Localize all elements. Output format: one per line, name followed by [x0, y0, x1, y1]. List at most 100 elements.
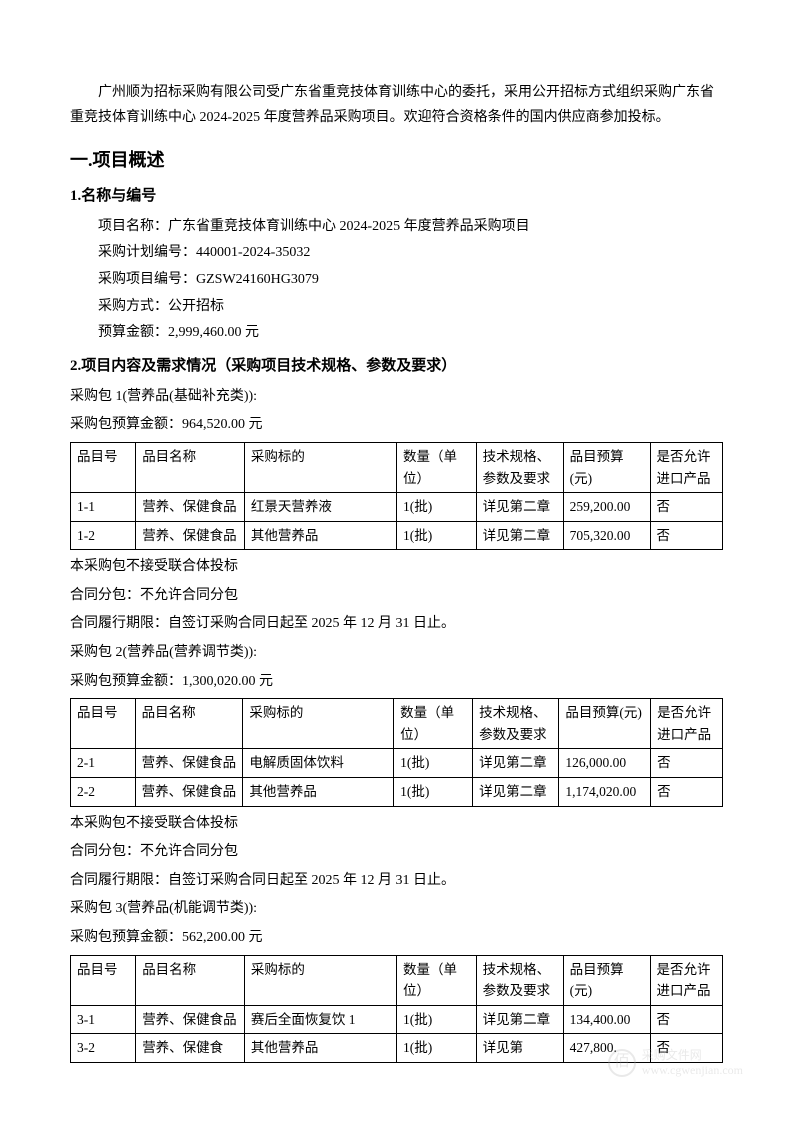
table-header-cell: 品目名称 — [136, 442, 245, 492]
table-cell: 3-2 — [71, 1034, 136, 1063]
plan-no-line: 采购计划编号：440001-2024-35032 — [70, 240, 723, 267]
project-no-label: 采购项目编号： — [98, 272, 196, 287]
packages-container: 采购包 1(营养品(基础补充类)):采购包预算金额：964,520.00 元品目… — [70, 384, 723, 1063]
table-cell: 否 — [651, 778, 723, 807]
table-cell: 其他营养品 — [243, 778, 394, 807]
table-cell: 259,200.00 — [563, 493, 650, 522]
table-cell: 否 — [650, 493, 722, 522]
table-cell: 其他营养品 — [244, 521, 396, 550]
sub-2-title: 2.项目内容及需求情况（采购项目技术规格、参数及要求） — [70, 353, 723, 380]
table-header-cell: 品目名称 — [135, 699, 243, 749]
package-title: 采购包 3(营养品(机能调节类)): — [70, 896, 723, 923]
project-name-label: 项目名称： — [98, 219, 168, 234]
table-header-cell: 采购标的 — [244, 442, 396, 492]
table-cell: 1(批) — [396, 521, 476, 550]
table-cell: 2-2 — [71, 778, 136, 807]
table-header-cell: 是否允许进口产品 — [651, 699, 723, 749]
budget-line: 预算金额：2,999,460.00 元 — [70, 320, 723, 347]
budget-value: 2,999,460.00 元 — [168, 325, 259, 340]
table-cell: 1-1 — [71, 493, 136, 522]
table-cell: 3-1 — [71, 1005, 136, 1034]
table-header-cell: 品目号 — [71, 955, 136, 1005]
table-cell: 营养、保健食 — [136, 1034, 245, 1063]
table-cell: 1(批) — [396, 1034, 476, 1063]
table-cell: 否 — [650, 521, 722, 550]
table-cell: 详见第二章 — [476, 1005, 563, 1034]
table-cell: 营养、保健食品 — [135, 778, 243, 807]
table-cell: 赛后全面恢复饮 1 — [244, 1005, 396, 1034]
table-header-cell: 技术规格、参数及要求 — [476, 442, 563, 492]
table-cell: 营养、保健食品 — [135, 749, 243, 778]
table-cell: 电解质固体饮料 — [243, 749, 394, 778]
project-no-value: GZSW24160HG3079 — [196, 272, 319, 287]
table-cell: 1(批) — [394, 749, 473, 778]
table-header-cell: 采购标的 — [243, 699, 394, 749]
table-cell: 1(批) — [396, 493, 476, 522]
table-header-cell: 是否允许进口产品 — [650, 442, 722, 492]
table-cell: 其他营养品 — [244, 1034, 396, 1063]
table-row: 3-1营养、保健食品赛后全面恢复饮 11(批)详见第二章134,400.00否 — [71, 1005, 723, 1034]
table-header-cell: 品目名称 — [136, 955, 245, 1005]
package-budget: 采购包预算金额：964,520.00 元 — [70, 412, 723, 439]
package-note: 本采购包不接受联合体投标 — [70, 811, 723, 838]
table-cell: 1(批) — [396, 1005, 476, 1034]
table-cell: 126,000.00 — [559, 749, 651, 778]
table-row: 1-1营养、保健食品红景天营养液1(批)详见第二章259,200.00否 — [71, 493, 723, 522]
package-note: 合同分包：不允许合同分包 — [70, 839, 723, 866]
table-header-cell: 品目预算(元) — [559, 699, 651, 749]
package-note: 本采购包不接受联合体投标 — [70, 554, 723, 581]
watermark-line1: 采购文件网 — [642, 1048, 743, 1062]
package-budget: 采购包预算金额：562,200.00 元 — [70, 925, 723, 952]
table-header-cell: 数量（单位） — [394, 699, 473, 749]
method-value: 公开招标 — [168, 299, 224, 314]
watermark-line2: www.cgwenjian.com — [642, 1063, 743, 1077]
table-header-row: 品目号品目名称采购标的数量（单位）技术规格、参数及要求品目预算(元)是否允许进口… — [71, 955, 723, 1005]
table-header-cell: 是否允许进口产品 — [650, 955, 722, 1005]
package-title: 采购包 2(营养品(营养调节类)): — [70, 640, 723, 667]
watermark-icon: 佰 — [608, 1049, 636, 1077]
project-no-line: 采购项目编号：GZSW24160HG3079 — [70, 267, 723, 294]
package-table: 品目号品目名称采购标的数量（单位）技术规格、参数及要求品目预算(元)是否允许进口… — [70, 698, 723, 806]
table-cell: 705,320.00 — [563, 521, 650, 550]
package-table: 品目号品目名称采购标的数量（单位）技术规格、参数及要求品目预算(元)是否允许进口… — [70, 442, 723, 550]
table-cell: 1,174,020.00 — [559, 778, 651, 807]
intro-paragraph: 广州顺为招标采购有限公司受广东省重竞技体育训练中心的委托，采用公开招标方式组织采… — [70, 80, 723, 130]
package-budget: 采购包预算金额：1,300,020.00 元 — [70, 669, 723, 696]
table-cell: 营养、保健食品 — [136, 1005, 245, 1034]
table-cell: 否 — [651, 749, 723, 778]
watermark-text: 采购文件网 www.cgwenjian.com — [642, 1048, 743, 1077]
table-cell: 营养、保健食品 — [136, 493, 245, 522]
package-note: 合同履行期限：自签订采购合同日起至 2025 年 12 月 31 日止。 — [70, 868, 723, 895]
table-header-cell: 品目预算(元) — [563, 955, 650, 1005]
table-header-cell: 品目预算(元) — [563, 442, 650, 492]
table-cell: 1(批) — [394, 778, 473, 807]
sub-1-title: 1.名称与编号 — [70, 183, 723, 210]
table-cell: 详见第二章 — [473, 749, 559, 778]
table-cell: 红景天营养液 — [244, 493, 396, 522]
table-header-row: 品目号品目名称采购标的数量（单位）技术规格、参数及要求品目预算(元)是否允许进口… — [71, 699, 723, 749]
table-header-cell: 品目号 — [71, 442, 136, 492]
method-label: 采购方式： — [98, 299, 168, 314]
package-table: 品目号品目名称采购标的数量（单位）技术规格、参数及要求品目预算(元)是否允许进口… — [70, 955, 723, 1063]
table-header-cell: 品目号 — [71, 699, 136, 749]
package-note: 合同履行期限：自签订采购合同日起至 2025 年 12 月 31 日止。 — [70, 611, 723, 638]
table-header-cell: 数量（单位） — [396, 955, 476, 1005]
plan-no-value: 440001-2024-35032 — [196, 245, 310, 260]
plan-no-label: 采购计划编号： — [98, 245, 196, 260]
table-cell: 1-2 — [71, 521, 136, 550]
table-header-cell: 技术规格、参数及要求 — [476, 955, 563, 1005]
table-cell: 详见第二章 — [476, 521, 563, 550]
table-cell: 134,400.00 — [563, 1005, 650, 1034]
watermark: 佰 采购文件网 www.cgwenjian.com — [608, 1048, 743, 1077]
table-header-row: 品目号品目名称采购标的数量（单位）技术规格、参数及要求品目预算(元)是否允许进口… — [71, 442, 723, 492]
table-header-cell: 采购标的 — [244, 955, 396, 1005]
table-cell: 详见第二章 — [473, 778, 559, 807]
package-title: 采购包 1(营养品(基础补充类)): — [70, 384, 723, 411]
table-cell: 详见第 — [476, 1034, 563, 1063]
table-cell: 否 — [650, 1005, 722, 1034]
table-row: 2-1营养、保健食品电解质固体饮料1(批)详见第二章126,000.00否 — [71, 749, 723, 778]
table-row: 1-2营养、保健食品其他营养品1(批)详见第二章705,320.00否 — [71, 521, 723, 550]
table-cell: 详见第二章 — [476, 493, 563, 522]
project-name-line: 项目名称：广东省重竞技体育训练中心 2024-2025 年度营养品采购项目 — [70, 214, 723, 241]
section-1-title: 一.项目概述 — [70, 144, 723, 176]
